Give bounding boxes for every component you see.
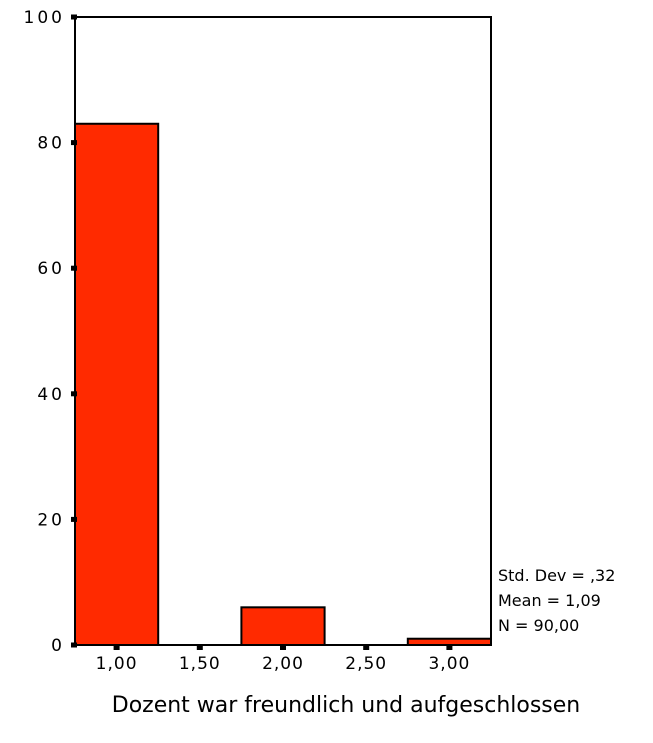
- y-axis: 0 20 40 60 80 100: [24, 8, 77, 656]
- x-tick-mark-0: [113, 644, 120, 650]
- stat-line-2: N = 90,00: [498, 616, 579, 635]
- y-tick-label-4: 80: [37, 134, 65, 154]
- y-tick-label-5: 100: [24, 8, 65, 28]
- y-tick-label-1: 20: [37, 510, 65, 530]
- x-tick-label-2: 2,00: [262, 654, 304, 674]
- y-tick-label-0: 0: [51, 636, 65, 656]
- y-tick-label-3: 60: [37, 259, 65, 279]
- y-tick-mark-3: [71, 265, 77, 271]
- y-tick-mark-4: [71, 140, 77, 146]
- x-tick-label-4: 3,00: [428, 654, 470, 674]
- stat-line-0: Std. Dev = ,32: [498, 566, 615, 585]
- y-tick-mark-5: [71, 14, 77, 20]
- x-tick-mark-4: [446, 644, 453, 650]
- x-axis-title: Dozent war freundlich und aufgeschlossen: [112, 693, 581, 718]
- bars-group: [74, 122, 492, 647]
- x-tick-mark-1: [196, 644, 203, 650]
- x-tick-label-0: 1,00: [96, 654, 138, 674]
- x-tick-label-3: 2,50: [345, 654, 387, 674]
- y-tick-mark-2: [71, 391, 77, 397]
- histogram-bar-0: [74, 122, 160, 646]
- y-tick-label-2: 40: [37, 385, 65, 405]
- y-tick-mark-1: [71, 516, 77, 522]
- x-tick-label-1: 1,50: [179, 654, 221, 674]
- stats-box: Std. Dev = ,32 Mean = 1,09 N = 90,00: [498, 566, 615, 635]
- y-tick-mark-0: [71, 642, 77, 648]
- stat-line-1: Mean = 1,09: [498, 591, 601, 610]
- histogram-bar-2: [240, 606, 326, 647]
- x-axis: 1,00 1,50 2,00 2,50 3,00: [96, 644, 470, 674]
- x-tick-mark-3: [363, 644, 370, 650]
- x-tick-mark-2: [280, 644, 286, 650]
